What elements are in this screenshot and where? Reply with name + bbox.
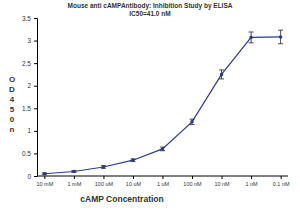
- point: [102, 165, 106, 169]
- y-tick: 1: [27, 127, 37, 134]
- line: [44, 37, 280, 174]
- x-tick-mark: [163, 176, 164, 179]
- x-tick-mark: [281, 176, 282, 179]
- x-tick-label: 10 mM: [36, 181, 53, 187]
- error-bar: [130, 159, 135, 162]
- x-tick-label: 10 nM: [214, 181, 230, 187]
- y-tick: 2.5: [22, 60, 37, 67]
- x-tick: 10 nM: [214, 176, 230, 187]
- x-tick-mark: [44, 176, 45, 179]
- x-tick-mark: [222, 176, 223, 179]
- y-tick: 3.5: [22, 15, 37, 22]
- x-tick-label: 100 nM: [183, 181, 202, 187]
- y-tick-mark: [34, 176, 37, 177]
- error-bar: [101, 166, 106, 169]
- x-axis: 10 mM 1 mM 100 uM 10 uM 1 uM 100 nM 10 nM 1 nM 0…: [36, 176, 289, 187]
- y-tick-mark: [34, 131, 37, 132]
- point: [131, 158, 135, 162]
- x-tick: 1 nM: [245, 176, 258, 187]
- x-tick-mark: [251, 176, 252, 179]
- x-tick-label: 10 uM: [126, 181, 142, 187]
- y-tick-label: 2: [27, 82, 31, 89]
- marks: [42, 30, 283, 175]
- x-tick: 100 uM: [95, 176, 114, 187]
- y-tick: 0: [27, 173, 37, 180]
- chart-container: Mouse anti cAMPAntibody: Inhibition Stud…: [0, 0, 300, 211]
- y-axis-title: OD450n: [9, 75, 15, 134]
- x-tick: 100 nM: [183, 176, 202, 187]
- y-tick-mark: [34, 41, 37, 42]
- y-tick-label: 0.5: [22, 150, 31, 157]
- x-tick-mark: [192, 176, 193, 179]
- y-tick-label: 3.5: [22, 15, 31, 22]
- x-tick: 10 uM: [126, 176, 142, 187]
- y-axis: 0 0.5 1 1.5 2 2.5 3 3.5: [22, 15, 38, 180]
- x-tick-mark: [74, 176, 75, 179]
- x-tick-mark: [133, 176, 134, 179]
- y-tick-label: 0: [27, 173, 31, 180]
- y-tick: 2: [27, 82, 37, 89]
- y-tick-label: 1: [27, 127, 31, 134]
- y-tick: 0.5: [22, 150, 37, 157]
- error-bar: [71, 171, 76, 173]
- x-tick-label: 0.1 nM: [273, 181, 290, 187]
- point: [190, 120, 194, 124]
- y-tick-mark: [34, 86, 37, 87]
- x-tick-label: 100 uM: [95, 181, 114, 187]
- x-tick: 1 uM: [157, 176, 170, 187]
- point: [249, 36, 253, 40]
- error-bar: [278, 30, 283, 44]
- y-tick: 1.5: [22, 105, 37, 112]
- chart: Mouse anti cAMPAntibody: Inhibition Stud…: [0, 0, 300, 211]
- y-tick-mark: [34, 108, 37, 109]
- y-axis-line: [34, 19, 38, 177]
- x-tick: 10 mM: [36, 176, 53, 187]
- error-bar: [42, 173, 47, 175]
- point: [279, 35, 283, 39]
- subtitle: IC50=41.0 nM: [129, 10, 170, 17]
- x-tick-mark: [103, 176, 104, 179]
- x-axis-title: cAMP Concentration: [80, 194, 163, 204]
- x-tick: 0.1 nM: [273, 176, 290, 187]
- x-tick: 1 mM: [68, 176, 82, 187]
- title: Mouse anti cAMPAntibody: Inhibition Stud…: [68, 2, 233, 10]
- error-bar: [160, 147, 165, 151]
- x-tick-label: 1 nM: [245, 181, 258, 187]
- point: [161, 147, 165, 151]
- point: [220, 73, 224, 77]
- y-tick: 3: [27, 37, 37, 44]
- x-tick-label: 1 uM: [157, 181, 170, 187]
- y-tick-label: 1.5: [22, 105, 31, 112]
- y-tick-mark: [34, 18, 37, 19]
- point: [43, 172, 47, 176]
- point: [72, 170, 76, 174]
- y-tick-mark: [34, 153, 37, 154]
- error-bar: [190, 119, 195, 124]
- error-bar: [249, 32, 254, 43]
- y-tick-label: 2.5: [22, 60, 31, 67]
- x-tick-label: 1 mM: [68, 181, 82, 187]
- error-bar: [219, 70, 224, 79]
- y-tick-mark: [34, 63, 37, 64]
- y-tick-label: 3: [27, 37, 31, 44]
